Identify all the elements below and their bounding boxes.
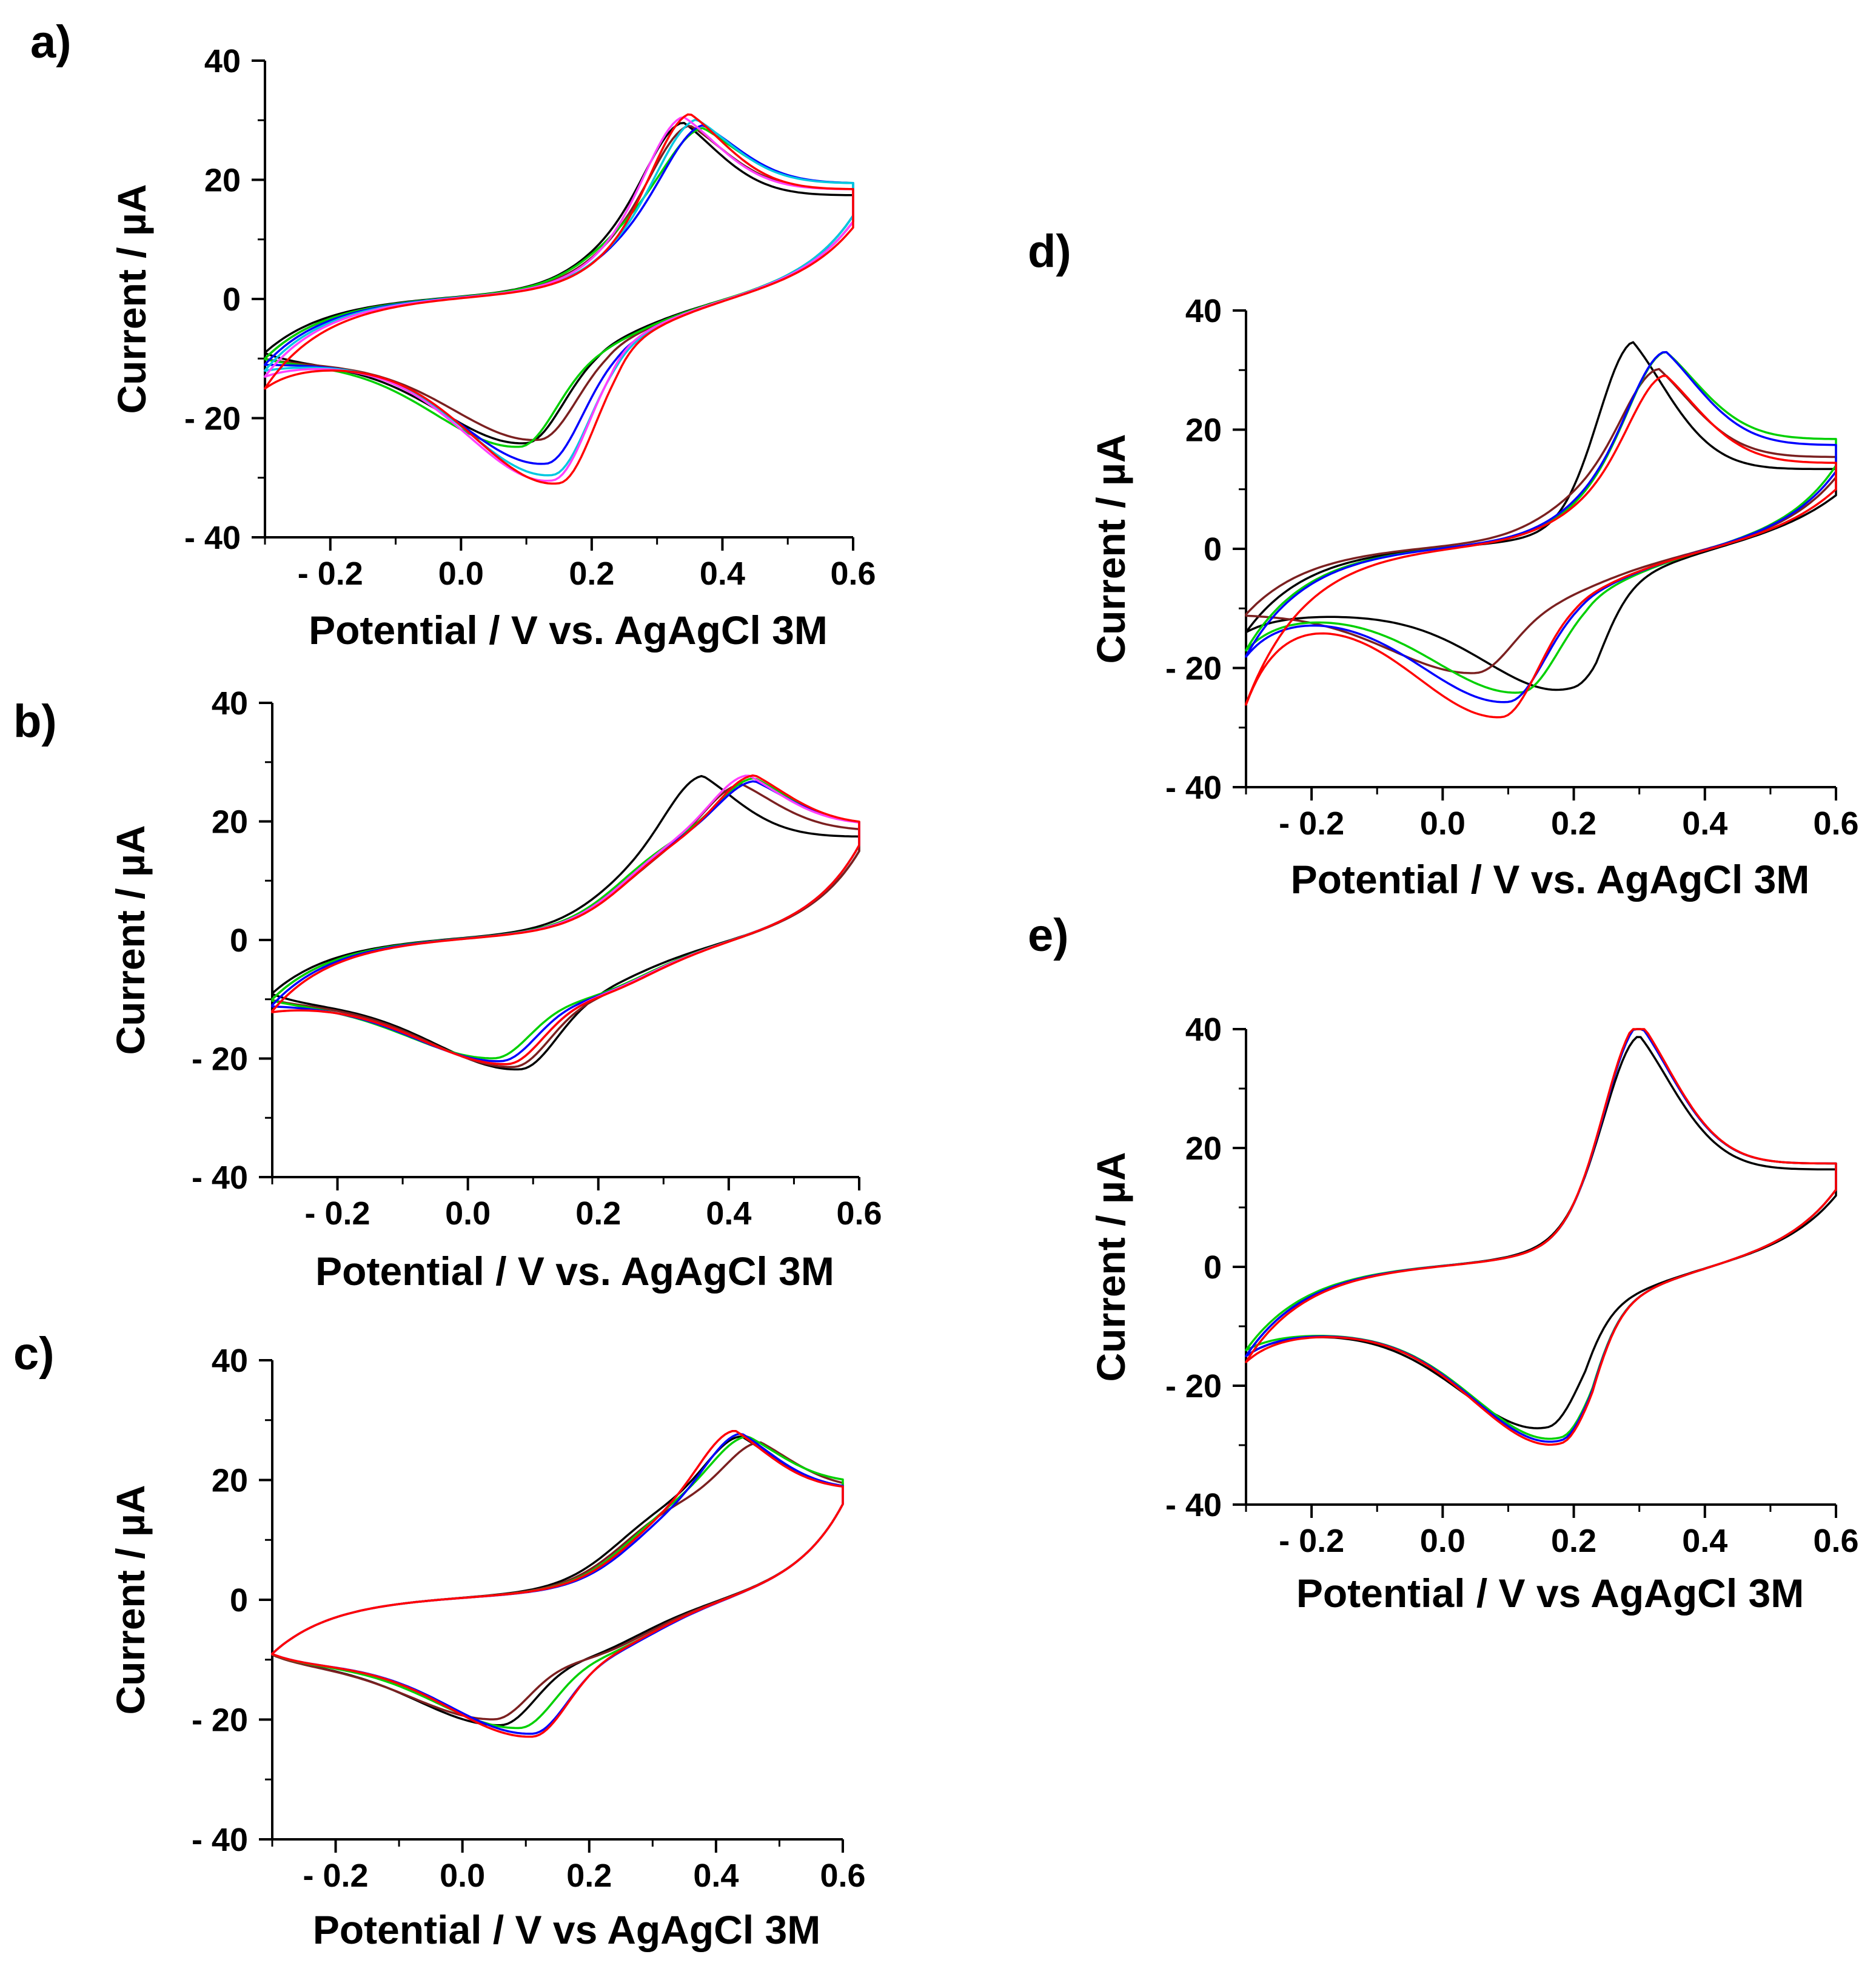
chart-panel: e) - 40 - 20 0 20 40 - 0.2 0.0 0.2 0.4 0.6Potentia…	[1028, 910, 1859, 1616]
cv-trace	[1245, 1028, 1837, 1446]
y-tick-label: 40	[204, 43, 241, 79]
y-tick-label: - 20	[184, 401, 241, 437]
x-tick-label: 0.4	[693, 1858, 739, 1894]
cv-trace	[1245, 1028, 1837, 1440]
cv-trace	[264, 121, 854, 445]
axis-frame	[271, 703, 859, 1178]
x-tick-label: 0.6	[1813, 1523, 1858, 1559]
x-axis-title: Potential / V vs AgAgCl 3M	[1296, 1571, 1804, 1616]
y-tick-label: 40	[212, 685, 248, 722]
x-tick-label: 0.2	[1551, 805, 1596, 842]
panel-label: a)	[30, 16, 72, 68]
y-axis-title: Current / µA	[1088, 1152, 1133, 1381]
x-tick-label: - 0.2	[298, 556, 363, 592]
cv-trace	[1245, 351, 1837, 703]
y-tick-label: - 40	[192, 1160, 248, 1196]
x-axis-title: Potential / V vs. AgAgCl 3M	[309, 608, 828, 653]
y-tick-label: - 40	[1165, 770, 1222, 806]
x-axis-title: Potential / V vs. AgAgCl 3M	[315, 1249, 834, 1294]
panel-label: c)	[13, 1328, 55, 1380]
cv-trace	[1245, 375, 1837, 719]
cv-trace	[271, 1435, 844, 1727]
panel-label: d)	[1028, 226, 1071, 277]
x-tick-label: 0.4	[1682, 1523, 1727, 1559]
x-tick-label: - 0.2	[303, 1858, 369, 1894]
x-tick-label: 0.6	[1813, 805, 1858, 842]
y-axis-title: Current / µA	[109, 184, 154, 414]
x-axis-title: Potential / V vs AgAgCl 3M	[313, 1907, 820, 1952]
chart-panel: c) - 40 - 20 0 20 40 - 0.2 0.0 0.2 0.4 0.6Potentia…	[13, 1328, 866, 1952]
x-tick-label: 0.6	[830, 556, 876, 592]
x-tick-label: 0.0	[440, 1858, 485, 1894]
y-tick-label: 20	[204, 163, 241, 199]
x-tick-label: 0.6	[836, 1195, 882, 1232]
panel-label: e)	[1028, 910, 1069, 961]
axis-frame	[271, 1360, 843, 1841]
y-tick-label: 40	[1185, 293, 1222, 329]
axis-frame	[1245, 310, 1836, 788]
axis-frame	[1245, 1029, 1836, 1506]
x-tick-label: 0.0	[438, 556, 484, 592]
y-tick-label: - 20	[1165, 1368, 1222, 1405]
x-tick-label: - 0.2	[305, 1195, 370, 1232]
y-tick-label: 40	[212, 1343, 248, 1379]
y-tick-label: 0	[230, 922, 248, 959]
x-tick-label: 0.4	[1682, 805, 1727, 842]
x-tick-label: 0.4	[706, 1195, 751, 1232]
x-tick-label: 0.0	[445, 1195, 491, 1232]
y-tick-label: - 20	[192, 1041, 248, 1078]
x-tick-label: 0.6	[820, 1858, 865, 1894]
x-tick-label: 0.2	[569, 556, 614, 592]
x-tick-label: 0.0	[1420, 1523, 1466, 1559]
y-tick-label: 20	[212, 1463, 248, 1499]
cv-trace	[1245, 1036, 1837, 1429]
chart-panel: b) - 40 - 20 0 20 40 - 0.2 0.0 0.2 0.4 0.6Potentia…	[13, 685, 882, 1294]
y-axis-title: Current / µA	[108, 825, 153, 1055]
y-tick-label: - 40	[192, 1822, 248, 1858]
y-tick-label: 0	[1204, 531, 1222, 568]
cv-trace	[1245, 1028, 1837, 1443]
chart-panel: a) - 40 - 20 0 20 40 - 0.2 0.0 0.2 0.4 0.6Potentia…	[30, 16, 876, 653]
panel-label: b)	[13, 696, 57, 747]
chart-panel: d) - 40 - 20 0 20 40 - 0.2 0.0 0.2 0.4 0.6Potentia…	[1028, 226, 1859, 902]
y-tick-label: 20	[1185, 1130, 1222, 1167]
y-tick-label: 40	[1185, 1012, 1222, 1048]
cv-trace	[271, 774, 860, 1066]
x-tick-label: 0.2	[1551, 1523, 1596, 1559]
y-tick-label: 0	[230, 1582, 248, 1619]
x-tick-label: 0.2	[575, 1195, 621, 1232]
y-tick-label: - 40	[184, 520, 241, 556]
y-tick-label: 20	[212, 804, 248, 841]
y-tick-label: 20	[1185, 412, 1222, 449]
y-tick-label: - 20	[1165, 651, 1222, 687]
y-tick-label: 0	[223, 281, 241, 318]
x-axis-title: Potential / V vs. AgAgCl 3M	[1291, 857, 1810, 902]
x-tick-label: 0.4	[700, 556, 745, 592]
y-tick-label: - 40	[1165, 1487, 1222, 1523]
y-axis-title: Current / µA	[1088, 434, 1133, 663]
y-axis-title: Current / µA	[108, 1485, 153, 1714]
x-tick-label: 0.2	[566, 1858, 612, 1894]
axis-frame	[264, 61, 853, 539]
x-tick-label: 0.0	[1420, 805, 1466, 842]
y-tick-label: 0	[1204, 1249, 1222, 1286]
x-tick-label: - 0.2	[1279, 805, 1344, 842]
y-tick-label: - 20	[192, 1702, 248, 1739]
cv-trace	[271, 1429, 844, 1738]
cv-trace	[264, 113, 854, 485]
x-tick-label: - 0.2	[1279, 1523, 1344, 1559]
cv-trace	[1245, 351, 1837, 694]
